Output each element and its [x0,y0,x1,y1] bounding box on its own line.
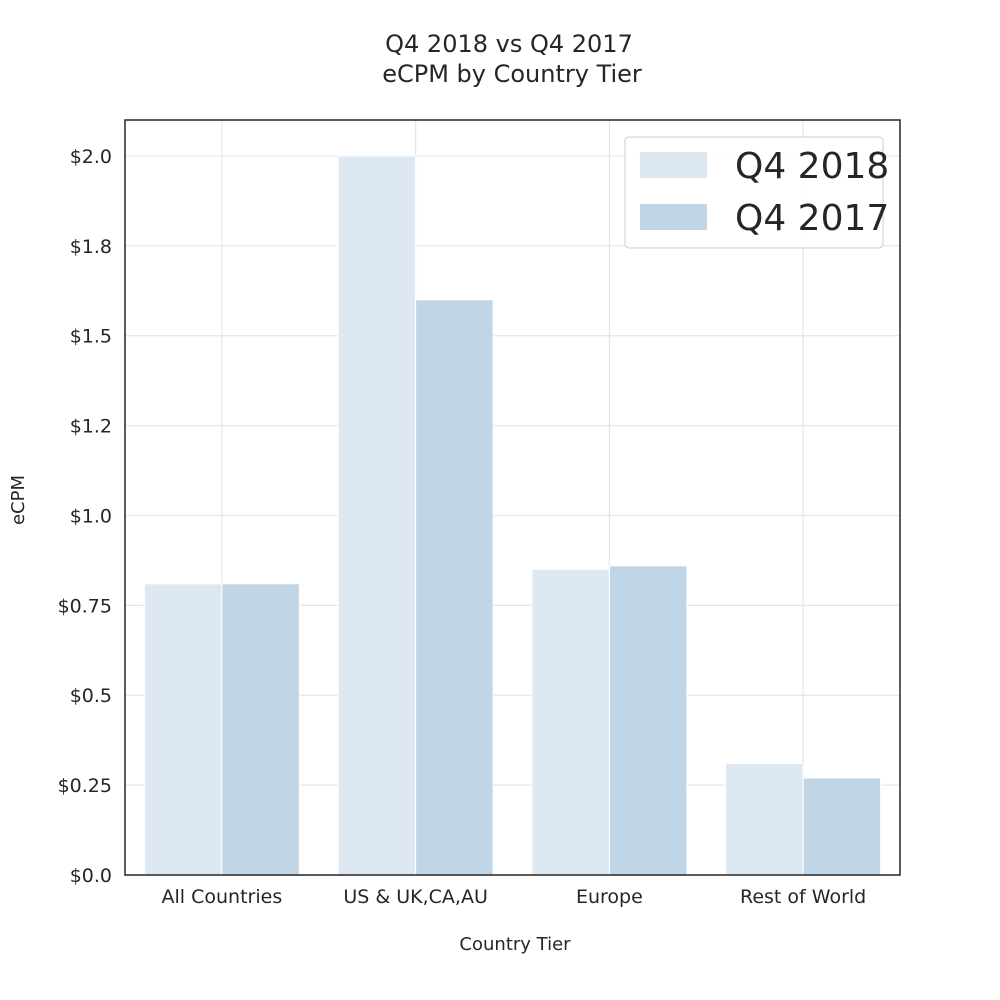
legend: Q4 2018 Q4 2017 [624,136,889,249]
chart-title: Q4 2018 vs Q4 2017 [385,30,633,58]
bar-q4-2018-0 [143,583,223,876]
y-axis-label: eCPM [8,475,29,525]
y-tick-label: $2.0 [70,146,112,168]
y-tick-label: $0.25 [58,775,112,797]
x-tick-label: Rest of World [740,886,866,908]
x-tick-label: All Countries [162,886,283,908]
bar-q4-2017-3 [802,777,882,876]
bar-q4-2018-1 [337,155,417,876]
x-axis-label: Country Tier [459,934,571,955]
y-tick-label: $1.0 [70,505,112,527]
y-tick-label: $1.5 [70,326,112,348]
legend-swatch [640,152,707,178]
legend-label: Q4 2017 [735,198,889,239]
y-tick-label: $1.2 [70,416,112,438]
legend-swatch [640,204,707,230]
y-tick-label: $0.75 [58,595,112,617]
bar-q4-2018-3 [725,763,804,876]
x-axis-ticks: All Countries US & UK,CA,AU Europe Rest of … [162,886,867,908]
plot-frame [124,119,901,876]
y-tick-label: $1.8 [70,236,112,258]
bars [143,155,882,876]
y-tick-label: $0.5 [70,685,112,707]
y-tick-label: $0.0 [70,865,112,887]
chart-subtitle: eCPM by Country Tier [382,60,642,88]
bar-q4-2017-2 [608,565,688,876]
legend-label: Q4 2018 [735,146,889,187]
y-axis-ticks: $0.0 $0.25 $0.5 $0.75 $1.0 $1.2 $1.5 $1.8 $2.0 [58,146,112,887]
x-tick-label: US & UK,CA,AU [343,886,487,908]
x-tick-label: Europe [576,886,643,908]
bar-q4-2017-0 [221,583,300,876]
bar-q4-2017-1 [415,299,494,876]
bar-q4-2018-2 [531,568,610,876]
